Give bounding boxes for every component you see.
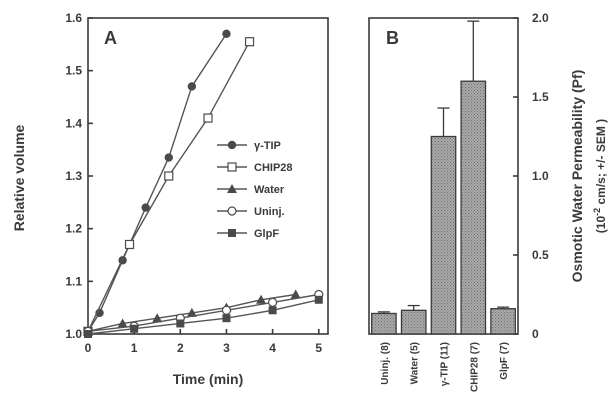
panel-a-label: A [104,28,117,48]
data-point [203,113,213,123]
legend-marker [228,229,236,237]
panel-a-series [83,29,324,338]
x-tick-label: 1 [131,341,138,355]
data-point [164,153,173,162]
bar-rect [430,135,457,335]
data-point [176,319,185,328]
panel-b-bar-chart: 0 0.5 1.0 1.5 2.0 Uninj. (8) Water (5) γ-TIP (… [368,11,608,392]
panel-a-x-axis-label: Time (min) [173,371,244,387]
data-point [268,306,277,315]
panel-a-frame [87,17,329,335]
x-tick-label: 3 [223,341,230,355]
legend-label: Water [254,184,285,196]
panel-b-y-axis-label: Osmotic Water Permeability (Pf) [569,70,585,283]
y-tick-label: 1.3 [65,169,82,183]
category-label: GlpF (7) [499,342,510,380]
series-glpf [84,295,323,338]
data-point [314,295,323,304]
data-point [222,314,231,323]
bar-rect [400,309,427,335]
data-point [290,289,301,299]
y-tick-label: 1.2 [65,222,82,236]
data-point [186,307,197,317]
data-point [124,239,135,250]
bar-rect [460,80,487,335]
bar-tip-11 [430,107,457,335]
y-tick-label: 1.0 [532,169,549,183]
legend-marker [227,162,237,172]
series-line [87,299,319,335]
category-label: Uninj. (8) [380,342,391,385]
y-tick-label: 0.5 [532,248,549,262]
panel-b-bars [371,20,516,335]
y-tick-label: 0 [532,327,539,341]
x-tick-label: 4 [269,341,276,355]
panel-b-label: B [386,28,399,48]
bar-rect [490,308,516,335]
legend-label: Uninj. [254,206,285,218]
legend-entry-uninj: Uninj. [217,206,285,218]
data-point [84,330,92,338]
panel-b-ticks: 0 0.5 1.0 1.5 2.0 [513,11,549,341]
bar-glpf-7 [490,306,516,335]
series-tip [83,29,231,336]
legend-label: CHIP28 [254,162,293,174]
panel-a-line-chart: 0 1 2 3 4 5 1.0 1.1 1.2 1.3 1.4 1.5 1.6 A Time (min)… [11,11,329,387]
category-label: CHIP28 (7) [469,342,480,392]
series-uninj [83,289,324,336]
data-point [141,203,150,212]
legend-label: GlpF [254,228,279,240]
legend-entry-glpf: GlpF [217,228,279,240]
legend-entry-chip28: CHIP28 [217,162,293,174]
data-point [244,37,255,47]
data-point [222,29,231,38]
x-tick-label: 0 [85,341,92,355]
bar-chip28-7 [460,20,487,335]
panel-a-ticks: 0 1 2 3 4 5 1.0 1.1 1.2 1.3 1.4 1.5 1.6 [65,11,322,355]
legend-marker [227,206,237,216]
bar-uninj-8 [371,311,397,335]
legend-marker [227,140,237,150]
data-point [117,318,128,328]
legend-entry-water: Water [217,184,285,196]
y-tick-label: 1.1 [65,274,82,288]
data-point [268,297,278,307]
panel-a-y-axis-label: Relative volume [11,124,27,231]
panel-b-category-labels: Uninj. (8) Water (5) γ-TIP (11) CHIP28 (7) G… [380,342,510,392]
legend-marker [227,184,237,193]
y-tick-label: 1.4 [65,116,82,130]
panel-a-legend: γ-TIP CHIP28 Water Uninj. GlpF [217,140,293,240]
panel-b-y-axis-units: (10-2 cm/s; +/- SEM ) [592,119,608,233]
legend-label: γ-TIP [254,140,281,152]
y-tick-label: 1.5 [532,90,549,104]
data-point [164,171,174,181]
category-label: Water (5) [410,342,421,384]
x-tick-label: 2 [177,341,184,355]
data-point [221,305,232,315]
category-label: γ-TIP (11) [440,342,451,386]
data-point [187,82,197,91]
legend-entry-tip: γ-TIP [217,140,281,152]
y-tick-label: 2.0 [532,11,549,25]
x-tick-label: 5 [315,341,322,355]
y-tick-label: 1.0 [65,327,82,341]
bar-water-5 [400,304,427,335]
series-line [87,293,319,333]
data-point [130,324,139,333]
y-tick-label: 1.6 [65,11,82,25]
data-point [256,294,267,304]
series-line [87,41,251,332]
y-tick-label: 1.5 [65,64,82,78]
data-point [152,313,163,323]
bar-rect [371,312,397,335]
